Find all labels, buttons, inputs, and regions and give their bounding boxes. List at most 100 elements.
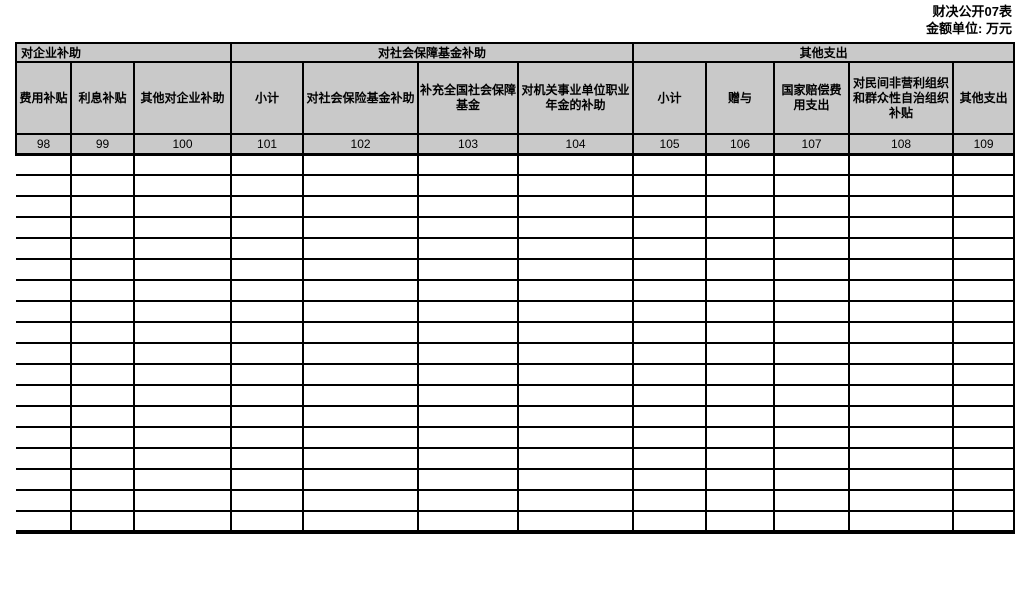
body-cell [517,447,635,470]
column-code: 99 [70,133,135,156]
group-header-other-expenditure: 其他支出 [632,42,1016,63]
body-cell [773,426,851,449]
body-cell [302,405,420,428]
body-cell [132,447,233,470]
body-cell [132,468,233,491]
body-cell [632,468,708,491]
body-row [16,489,1016,512]
body-cell [705,258,776,281]
body-row [16,384,1016,407]
body-cell [70,195,135,218]
body-cell [16,447,72,470]
body-cell [132,279,233,302]
body-cell [16,258,72,281]
body-cell [773,405,851,428]
body-cell [952,363,1016,386]
body-cell [16,300,72,323]
body-cell [16,237,72,260]
body-cell [70,300,135,323]
body-cell [632,174,708,197]
body-cell [517,216,635,239]
body-cell [848,363,955,386]
body-cell [70,258,135,281]
body-cell [70,447,135,470]
body-cell [952,510,1016,534]
body-cell [517,468,635,491]
body-cell [848,510,955,534]
body-cell [230,405,305,428]
body-cell [70,489,135,512]
group-header-enterprise-subsidy: 对企业补助 [14,42,233,63]
body-row [16,321,1016,344]
body-cell [705,405,776,428]
body-cell [848,174,955,197]
body-cell [302,195,420,218]
body-cell [230,153,305,176]
column-header-other-expenditure: 其他支出 [952,61,1016,135]
body-cell [773,342,851,365]
column-code: 98 [15,133,72,156]
body-cell [848,153,955,176]
body-cell [16,342,72,365]
body-cell [773,300,851,323]
body-cell [132,363,233,386]
body-cell [417,489,520,512]
body-cell [417,300,520,323]
body-cell [632,384,708,407]
body-cell [132,510,233,534]
body-cell [517,426,635,449]
body-cell [517,174,635,197]
column-code: 101 [230,133,305,156]
column-header-subtotal-other: 小计 [632,61,708,135]
body-row [16,405,1016,428]
body-cell [417,405,520,428]
body-cell [705,426,776,449]
body-cell [632,153,708,176]
body-cell [70,216,135,239]
body-cell [230,216,305,239]
body-cell [230,279,305,302]
body-cell [773,216,851,239]
body-cell [302,300,420,323]
body-row [16,426,1016,449]
body-cell [952,195,1016,218]
body-cell [773,258,851,281]
body-cell [16,216,72,239]
body-cell [848,300,955,323]
body-cell [773,384,851,407]
column-header-interest-subsidy: 利息补贴 [70,61,135,135]
body-cell [517,384,635,407]
body-cell [302,174,420,197]
column-header-national-social-security-fund: 补充全国社会保障基金 [417,61,520,135]
body-cell [848,279,955,302]
body-cell [705,489,776,512]
body-cell [517,279,635,302]
column-code: 100 [132,133,233,156]
column-code: 102 [302,133,420,156]
body-cell [705,300,776,323]
column-header-other-enterprise-subsidy: 其他对企业补助 [132,61,233,135]
body-cell [517,321,635,344]
body-cell [517,300,635,323]
body-cell [848,489,955,512]
body-cell [70,321,135,344]
body-cell [773,237,851,260]
unit-label: 金额单位: 万元 [926,21,1012,36]
body-cell [302,258,420,281]
body-cell [705,153,776,176]
body-cell [773,279,851,302]
body-row [16,468,1016,491]
body-cell [517,153,635,176]
table-body [16,153,1016,534]
body-cell [848,195,955,218]
body-cell [773,489,851,512]
body-cell [132,489,233,512]
body-cell [16,363,72,386]
body-cell [952,258,1016,281]
body-cell [230,342,305,365]
body-cell [302,489,420,512]
column-header-occupational-annuity-subsidy: 对机关事业单位职业年金的补助 [517,61,635,135]
body-cell [632,510,708,534]
column-code: 107 [773,133,851,156]
body-cell [132,258,233,281]
